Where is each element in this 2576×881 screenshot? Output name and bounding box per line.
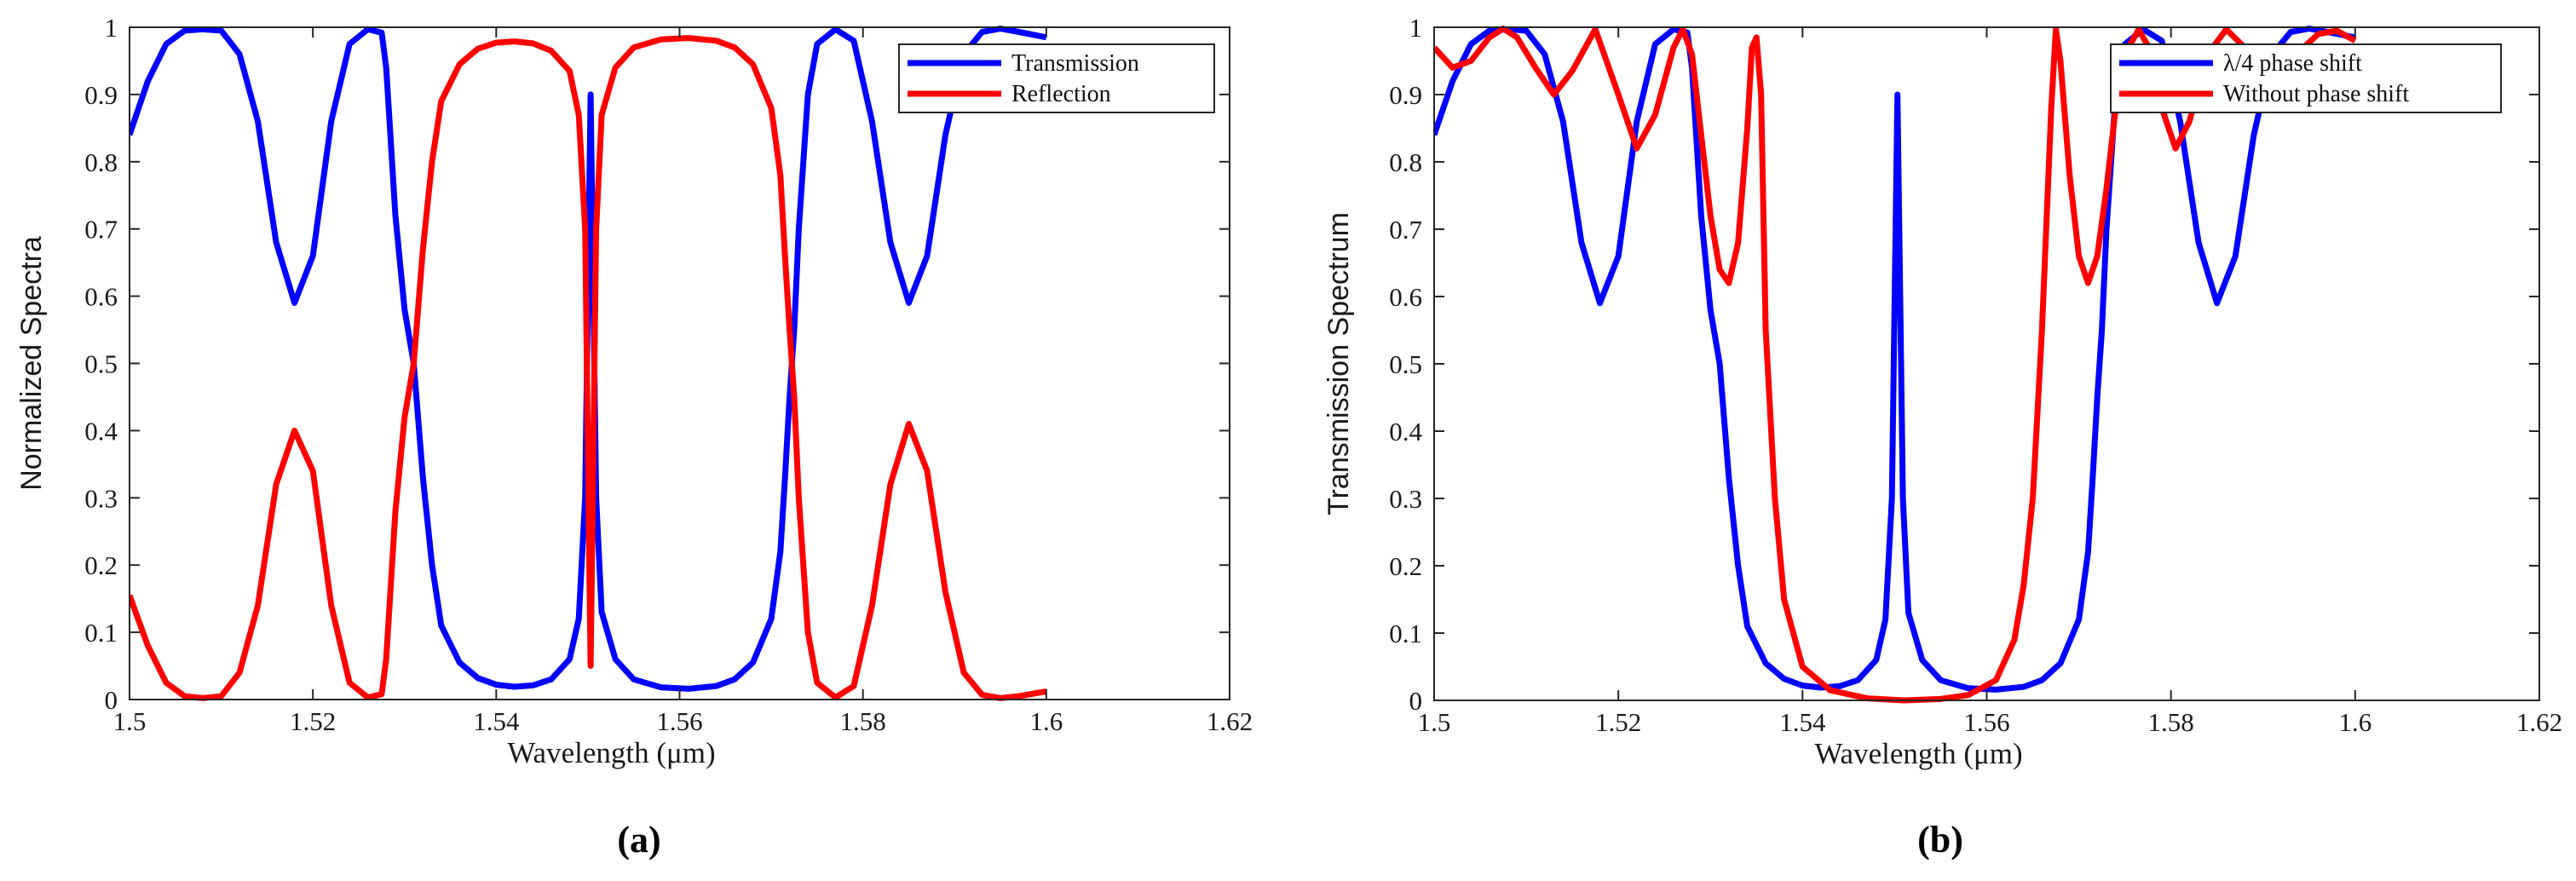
- x-tick-label: 1.52: [290, 706, 336, 736]
- series-line-transmission: [130, 26, 1047, 692]
- y-tick-label: 0.6: [1389, 282, 1422, 312]
- legend-label: Reflection: [1011, 81, 1111, 107]
- x-tick-label: 1.62: [2516, 707, 2562, 737]
- x-tick-label: 1.5: [113, 706, 147, 736]
- y-tick-label: 0.5: [1389, 349, 1422, 379]
- plot-area: [130, 27, 1230, 700]
- y-tick-label: 0.4: [1389, 417, 1422, 446]
- y-tick-label: 0.3: [1389, 484, 1422, 514]
- legend: λ/4 phase shift Without phase shift: [2110, 43, 2502, 113]
- y-axis-label: Transmission Spectrum: [1323, 212, 1355, 515]
- x-tick-label: 1.58: [2148, 707, 2194, 737]
- x-axis-label: Wavelength (μm): [507, 736, 715, 769]
- legend-label: λ/4 phase shift: [2223, 50, 2362, 77]
- y-tick-label: 0.8: [1389, 147, 1422, 177]
- legend-label: Transmission: [1011, 50, 1139, 77]
- y-tick-label: 0.9: [1389, 80, 1422, 110]
- x-tick-label: 1.58: [840, 706, 886, 736]
- plot-area: [1434, 27, 2539, 700]
- y-axis-label: Normalized Spectra: [15, 236, 48, 491]
- y-tick-label: 0.1: [84, 618, 118, 648]
- y-tick-label: 0.2: [1389, 551, 1422, 581]
- y-tick-label: 0.7: [1389, 215, 1422, 245]
- x-tick-label: 1.5: [1418, 707, 1451, 737]
- y-tick-label: 0.8: [84, 147, 118, 177]
- x-tick-label: 1.6: [2338, 707, 2371, 737]
- y-tick-label: 0.5: [84, 349, 118, 379]
- x-tick-label: 1.62: [1207, 706, 1253, 736]
- y-tick-label: 0.2: [84, 550, 118, 580]
- y-tick-label: 0.4: [84, 416, 118, 446]
- panel-a: 1.5 1.52 1.54 1.56 1.58 1.6 1.62 0 0.1 0.2 0.3 0.4 0…: [15, 13, 1253, 861]
- y-tick-label: 0.3: [84, 483, 118, 513]
- x-tick-label: 1.52: [1595, 707, 1641, 737]
- x-tick-label: 1.56: [656, 706, 702, 736]
- x-tick-label: 1.56: [1963, 707, 2009, 737]
- series-line--4-phase-shift: [1434, 26, 2356, 693]
- y-tick-label: 0.1: [1389, 619, 1422, 648]
- y-tick-label: 1: [1409, 13, 1423, 43]
- legend-box: [898, 43, 1215, 113]
- y-tick-label: 0: [1409, 686, 1423, 716]
- y-tick-label: 1: [105, 13, 118, 43]
- legend-label: Without phase shift: [2223, 81, 2409, 107]
- x-axis-label: Wavelength (μm): [1814, 737, 2022, 770]
- x-tick-label: 1.54: [1779, 707, 1826, 737]
- y-tick-label: 0.7: [84, 215, 118, 245]
- y-tick-label: 0.9: [84, 80, 118, 110]
- panel-caption: (b): [1917, 819, 1963, 861]
- x-tick-label: 1.54: [473, 706, 520, 736]
- y-tick-label: 0: [105, 685, 118, 715]
- legend-box: [2110, 43, 2502, 113]
- x-tick-label: 1.6: [1029, 706, 1063, 736]
- y-tick-label: 0.6: [84, 282, 118, 312]
- panel-caption: (a): [617, 819, 660, 861]
- series-line-reflection: [130, 35, 1047, 701]
- legend: Transmission Reflection: [898, 43, 1215, 113]
- panel-b: 1.5 1.52 1.54 1.56 1.58 1.6 1.62 0 0.1 0.2 0.3 0.4 0…: [1323, 13, 2562, 861]
